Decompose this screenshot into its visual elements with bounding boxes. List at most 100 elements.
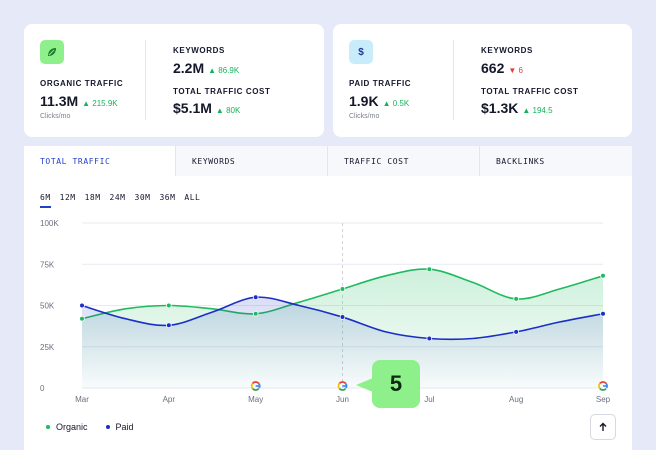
organic-traffic-unit: Clicks/mo	[40, 113, 71, 120]
paid-keywords-label: KEYWORDS	[481, 46, 533, 55]
legend-label-paid: Paid	[115, 422, 134, 432]
organic-cost-label: TOTAL TRAFFIC COST	[173, 87, 271, 96]
paid-traffic-unit: Clicks/mo	[349, 113, 380, 120]
google-icon-segment	[599, 387, 607, 391]
paid-icon-box: $	[349, 40, 373, 64]
y-tick-label: 50K	[40, 302, 55, 311]
step-badge-pointer	[356, 378, 373, 392]
organic-icon-box	[40, 40, 64, 64]
organic-keywords-value: 2.2M ▲ 86.9K	[173, 60, 239, 76]
paid-divider	[453, 40, 454, 120]
tab-traffic-cost[interactable]: TRAFFIC COST	[328, 146, 480, 176]
data-point-paid	[339, 314, 346, 320]
organic-cost-number: $5.1M	[173, 100, 212, 116]
organic-cost-delta: ▲ 80K	[215, 106, 241, 115]
range-6m[interactable]: 6M	[40, 193, 51, 208]
paid-cost-number: $1.3K	[481, 100, 519, 116]
paid-keywords-delta: ▼ 6	[508, 66, 523, 75]
data-point-paid	[513, 329, 519, 335]
traffic-chart-panel: TOTAL TRAFFIC KEYWORDS TRAFFIC COST BACK…	[24, 146, 632, 450]
google-icon[interactable]	[598, 381, 608, 391]
time-range-selector: 6M 12M 18M 24M 30M 36M ALL	[40, 193, 200, 208]
google-icon-segment	[251, 387, 260, 391]
paid-keywords-number: 662	[481, 60, 505, 76]
step-badge: 5	[372, 360, 420, 408]
dollar-icon: $	[358, 46, 364, 58]
organic-traffic-label: ORGANIC TRAFFIC	[40, 79, 124, 88]
paid-keywords-value: 662 ▼ 6	[481, 60, 523, 76]
organic-keywords-label: KEYWORDS	[173, 46, 225, 55]
organic-traffic-number: 11.3M	[40, 93, 79, 109]
paid-traffic-label: PAID TRAFFIC	[349, 79, 412, 88]
legend-dot-paid	[105, 425, 110, 429]
scroll-to-top-button[interactable]	[590, 414, 616, 440]
organic-traffic-delta: ▲ 215.9K	[82, 99, 118, 108]
range-all[interactable]: ALL	[184, 193, 201, 202]
x-tick-label: Jul	[424, 395, 434, 404]
paid-traffic-value: 1.9K ▲ 0.5K	[349, 93, 409, 109]
paid-traffic-delta-value: 0.5K	[392, 99, 410, 108]
data-point-paid	[252, 294, 259, 301]
google-icon[interactable]	[337, 381, 348, 391]
paid-cost-delta: ▲ 194.5	[522, 106, 553, 115]
x-tick-label: Apr	[163, 395, 176, 404]
range-24m[interactable]: 24M	[109, 193, 126, 202]
organic-divider	[145, 40, 146, 120]
google-icon[interactable]	[250, 381, 261, 391]
google-icon-segment	[251, 381, 260, 385]
leaf-icon	[48, 48, 56, 56]
paid-keywords-delta-value: 6	[518, 66, 523, 75]
paid-cost-value: $1.3K ▲ 194.5	[481, 100, 553, 116]
organic-keywords-delta-value: 86.9K	[218, 66, 240, 75]
x-tick-label: Mar	[75, 395, 89, 404]
paid-summary-card: $ PAID TRAFFIC 1.9K ▲ 0.5K Clicks/mo KEYW…	[333, 24, 632, 137]
organic-keywords-delta: ▲ 86.9K	[208, 66, 240, 75]
chart-legend: Organic Paid	[46, 422, 134, 432]
series-area-paid	[82, 297, 603, 388]
legend-item-organic[interactable]: Organic	[46, 422, 88, 432]
organic-cost-delta-value: 80K	[226, 106, 241, 115]
data-point-organic	[513, 296, 519, 302]
google-icon-segment	[338, 387, 347, 391]
legend-item-paid[interactable]: Paid	[105, 422, 134, 432]
x-tick-label: Aug	[509, 395, 523, 404]
x-tick-label: Sep	[596, 395, 611, 404]
y-tick-label: 0	[40, 384, 45, 393]
organic-summary-card: ORGANIC TRAFFIC 11.3M ▲ 215.9K Clicks/mo …	[24, 24, 324, 137]
organic-keywords-number: 2.2M	[173, 60, 205, 76]
organic-cost-value: $5.1M ▲ 80K	[173, 100, 240, 116]
range-12m[interactable]: 12M	[59, 193, 76, 202]
paid-traffic-number: 1.9K	[349, 93, 379, 109]
y-tick-label: 75K	[40, 260, 55, 269]
range-18m[interactable]: 18M	[84, 193, 101, 202]
legend-dot-organic	[46, 425, 50, 429]
x-tick-label: Jun	[336, 395, 349, 404]
data-point-organic	[79, 315, 85, 322]
legend-label-organic: Organic	[56, 422, 88, 432]
chart-tabs: TOTAL TRAFFIC KEYWORDS TRAFFIC COST BACK…	[24, 146, 632, 176]
google-icon-segment	[598, 382, 601, 390]
data-point-organic	[426, 266, 433, 272]
data-point-organic	[252, 310, 259, 317]
y-tick-label: 25K	[40, 343, 55, 352]
data-point-paid	[426, 335, 433, 342]
paid-cost-delta-value: 194.5	[532, 106, 553, 115]
range-36m[interactable]: 36M	[159, 193, 176, 202]
google-icon-segment	[338, 381, 347, 385]
google-icon-segment	[250, 382, 254, 390]
paid-cost-label: TOTAL TRAFFIC COST	[481, 87, 579, 96]
data-point-organic	[339, 286, 346, 292]
google-icon-segment	[599, 381, 607, 385]
data-point-organic	[600, 273, 606, 279]
data-point-paid	[79, 302, 85, 309]
range-30m[interactable]: 30M	[134, 193, 151, 202]
data-point-paid	[166, 322, 172, 329]
paid-traffic-delta: ▲ 0.5K	[382, 99, 410, 108]
tab-keywords[interactable]: KEYWORDS	[176, 146, 328, 176]
tab-total-traffic[interactable]: TOTAL TRAFFIC	[24, 146, 176, 176]
x-tick-label: May	[248, 395, 263, 404]
tab-backlinks[interactable]: BACKLINKS	[480, 146, 632, 176]
arrow-up-icon	[599, 422, 607, 431]
y-tick-label: 100K	[40, 219, 59, 228]
data-point-organic	[166, 302, 172, 309]
